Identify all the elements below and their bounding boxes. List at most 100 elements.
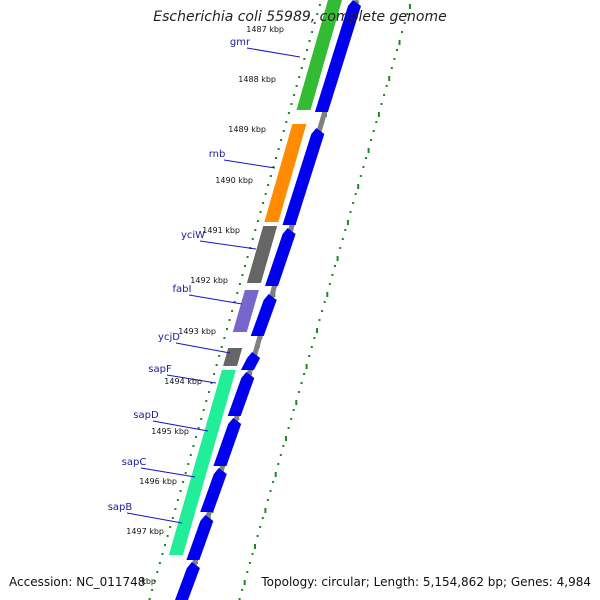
ring-dot	[390, 67, 393, 69]
kbp-tick-label: 1490 kbp	[215, 176, 253, 185]
gene-label-sapF[interactable]: sapF	[148, 364, 172, 375]
ring-dot	[398, 40, 401, 45]
ring-dot	[316, 328, 318, 333]
ring-dot	[383, 94, 386, 96]
ring-dot	[174, 508, 177, 510]
ring-dot	[306, 49, 308, 51]
ring-dot	[248, 562, 251, 564]
kbp-tick-label: 1487 kbp	[246, 25, 284, 34]
ring-dot	[261, 517, 264, 519]
ring-dot	[251, 238, 254, 240]
ring-dot	[200, 418, 203, 420]
ring-dot	[282, 445, 285, 447]
gene-label-sapC[interactable]: sapC	[122, 457, 147, 468]
ring-dot	[241, 274, 244, 276]
gene-label-yciW[interactable]: yciW	[181, 230, 205, 241]
ring-dot	[210, 382, 213, 384]
ring-dot	[313, 22, 316, 24]
ring-dot	[259, 211, 262, 213]
ring-dot	[357, 184, 360, 189]
ring-dot	[380, 103, 383, 105]
ring-dot	[215, 364, 218, 366]
ring-dot	[339, 247, 342, 249]
ring-dot	[243, 580, 246, 585]
ring-dot	[275, 157, 277, 159]
ring-dot	[344, 229, 347, 231]
gene-block-yciW[interactable]	[246, 226, 278, 283]
gene-leader-line	[166, 374, 217, 384]
ring-dot	[244, 265, 246, 267]
ring-dot	[277, 148, 280, 150]
gene-label-fabI[interactable]: fabI	[173, 284, 192, 295]
strand-arrow	[186, 515, 214, 560]
ring-dot	[241, 589, 244, 591]
ring-dot	[408, 4, 411, 9]
gene-block-fabI[interactable]	[232, 290, 259, 332]
gene-label-ycjD[interactable]: ycjD	[158, 332, 180, 343]
ring-dot	[334, 265, 336, 267]
ring-dot	[290, 418, 293, 420]
ring-dot	[336, 256, 339, 261]
gene-blocks	[168, 0, 343, 555]
ring-dot	[213, 373, 216, 375]
ring-dot	[254, 544, 256, 549]
gene-block-sapC[interactable]	[168, 465, 209, 555]
gene-labels[interactable]: gmr rnb yciW fabI ycjD sapF sapD sapC sapB	[108, 37, 301, 524]
ring-dot	[264, 193, 267, 195]
ring-dot	[158, 562, 161, 564]
ring-dot	[169, 526, 172, 528]
ring-dot	[321, 310, 324, 312]
genome-summary: Topology: circular; Length: 5,154,862 bp…	[261, 575, 591, 589]
gene-label-sapD[interactable]: sapD	[133, 410, 159, 421]
kbp-tick-label: 1488 kbp	[238, 75, 276, 84]
ring-dot	[323, 301, 326, 303]
gene-leader-line	[188, 294, 243, 305]
ring-dot	[310, 346, 313, 348]
ring-dot	[192, 445, 195, 447]
ring-dot	[269, 175, 272, 177]
strand-arrow	[200, 468, 227, 512]
ring-dot	[277, 463, 280, 465]
ring-dot	[354, 193, 357, 195]
map-title: Escherichia coli 55989, complete genome	[153, 9, 447, 25]
ring-dot	[238, 283, 241, 285]
ring-dot	[233, 301, 236, 303]
ring-dot	[176, 499, 179, 501]
ring-dot	[341, 238, 344, 240]
ring-dot	[220, 346, 223, 348]
ring-dot	[264, 508, 267, 513]
gene-block-rnb[interactable]	[264, 124, 307, 222]
ring-dot	[256, 220, 259, 222]
kbp-tick-label: 1493 kbp	[178, 327, 216, 336]
strand-arrow	[282, 128, 325, 225]
ring-dot	[189, 454, 192, 456]
ring-dot	[272, 481, 275, 483]
gene-label-sapB[interactable]: sapB	[108, 502, 133, 513]
kbp-tick-label: 1491 kbp	[202, 226, 240, 235]
ring-dot	[293, 94, 296, 96]
ring-dot	[226, 328, 228, 330]
ring-dot	[406, 13, 409, 15]
ring-dot	[182, 481, 185, 483]
ring-dot	[297, 391, 300, 393]
ring-dot	[228, 319, 231, 321]
ring-dot	[393, 58, 396, 60]
gene-leader-line	[199, 240, 257, 250]
kbp-tick-label: kbp	[141, 577, 156, 586]
kbp-tick-label: 1496 kbp	[139, 477, 177, 486]
strand-arrow	[314, 0, 361, 112]
gene-block-sapF[interactable]	[194, 370, 236, 465]
ring-dot	[262, 202, 265, 204]
ring-dot	[218, 355, 221, 357]
gene-block-ycjD[interactable]	[223, 348, 243, 366]
ring-dot	[280, 139, 283, 141]
ring-dot	[202, 409, 205, 411]
gene-block-gmr[interactable]	[296, 0, 343, 110]
ring-dot	[238, 598, 241, 600]
strand-arrow	[240, 352, 261, 370]
gene-label-rnb[interactable]: rnb	[209, 149, 226, 160]
ring-dot	[161, 553, 164, 555]
gene-leader-line	[246, 47, 301, 58]
gene-label-gmr[interactable]: gmr	[230, 37, 251, 48]
